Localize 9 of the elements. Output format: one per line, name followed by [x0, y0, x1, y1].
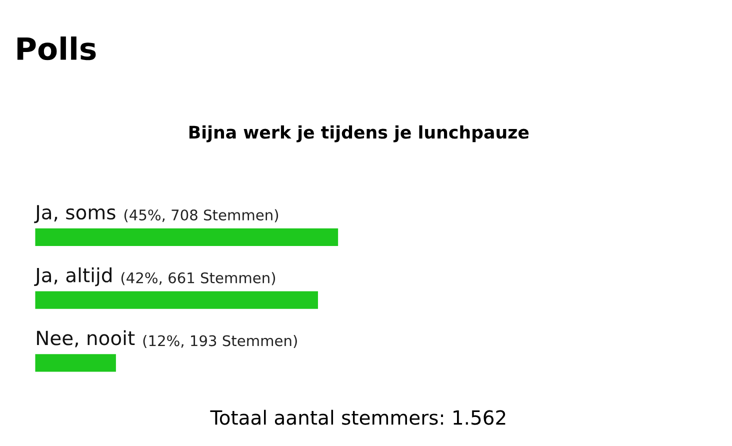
y-tick-label: Ja, altijd	[34, 267, 112, 286]
text: Totaal aantal stemmers: 1.562	[210, 410, 506, 425]
y-tick-label: Ja, soms	[34, 205, 116, 224]
chart-title: Polls	[17, 36, 96, 60]
data-label: (12%, 193 Stemmen)	[143, 334, 297, 348]
chart-subtitle: Bijna werk je tijdens je lunchpauze	[189, 125, 529, 142]
data-label: (45%, 708 Stemmen)	[124, 209, 278, 222]
data-label: (42%, 661 Stemmen)	[121, 272, 276, 286]
y-tick-label: Nee, nooit	[37, 330, 135, 348]
